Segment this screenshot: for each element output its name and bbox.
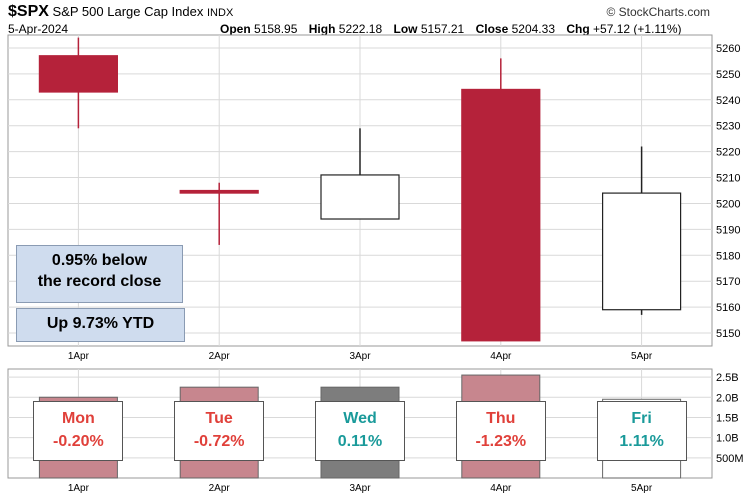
candle-body [179,189,259,194]
price-tick-label: 5150 [716,328,740,340]
day-change-box: Thu -1.23% [455,401,546,461]
day-change-value: 0.11% [337,433,383,450]
date-label: 5-Apr-2024 [8,22,69,36]
x-tick-label: 1Apr [68,483,90,494]
price-tick-label: 5160 [716,302,740,314]
x-tick-label: 2Apr [209,351,231,362]
price-tick-label: 5250 [716,69,740,81]
ohlc-readout: Open 5158.95 High 5222.18 Low 5157.21 Cl… [212,22,682,36]
day-change-box: Tue -0.72% [174,401,265,461]
record-close-line2: the record close [37,273,162,290]
price-tick-label: 5170 [716,276,740,288]
day-label: Fri [631,410,652,427]
price-tick-label: 5230 [716,121,740,133]
high-label: High [308,22,336,36]
day-change-box: Mon -0.20% [33,401,124,461]
ytd-text: Up 9.73% YTD [46,315,155,332]
low-value: 5157.21 [420,22,465,36]
x-tick-label: 4Apr [490,483,512,494]
volume-tick-label: 2.5B [716,372,739,384]
chg-label: Chg [566,22,590,36]
day-change-value: -0.72% [193,433,245,450]
candle-body [601,192,682,311]
x-tick-label: 1Apr [68,351,90,362]
x-tick-label: 5Apr [631,351,653,362]
price-tick-label: 5190 [716,224,740,236]
day-label: Wed [343,410,377,427]
symbol: $SPX [8,3,49,20]
candle-body [461,88,541,342]
index-name: S&P 500 Large Cap Index [52,4,204,19]
close-label: Close [475,22,509,36]
exchange: INDX [207,7,234,19]
day-change-box: Fri 1.11% [596,401,687,461]
price-panel: 5150 5160 5170 5180 5190 5200 5210 5220 5230 5240… [7,34,740,362]
price-tick-label: 5180 [716,250,740,262]
brand-label: © StockCharts.com [606,5,710,19]
high-value: 5222.18 [338,22,383,36]
price-tick-label: 5210 [716,173,740,185]
record-close-note: 0.95% below the record close [16,245,183,303]
x-tick-label: 2Apr [209,483,231,494]
x-tick-label: 3Apr [349,351,371,362]
day-label: Mon [61,410,95,427]
day-change-box: Wed 0.11% [315,401,405,461]
volume-tick-label: 500M [716,453,744,465]
close-value: 5204.33 [511,22,555,36]
day-change-value: 1.11% [619,433,664,450]
price-tick-label: 5200 [716,198,740,210]
open-label: Open [220,22,251,36]
volume-tick-label: 1.5B [716,412,739,424]
x-tick-label: 3Apr [349,483,371,494]
day-label: Thu [486,410,516,427]
volume-tick-label: 1.0B [716,433,739,445]
x-tick-label: 4Apr [490,351,512,362]
record-close-line1: 0.95% below [51,252,148,269]
low-label: Low [393,22,418,36]
ytd-note: Up 9.73% YTD [16,308,185,342]
price-tick-label: 5260 [716,43,740,55]
candle-body [38,55,119,93]
x-tick-label: 5Apr [631,483,653,494]
price-tick-label: 5220 [716,147,740,159]
day-label: Tue [205,410,233,427]
chart-title: $SPX S&P 500 Large Cap Index INDX [8,3,233,21]
candle-body [320,174,400,220]
volume-tick-label: 2.0B [716,392,739,404]
open-value: 5158.95 [254,22,298,36]
chg-value: +57.12 (+1.11%) [593,22,682,36]
day-change-value: -0.20% [53,433,104,450]
price-tick-label: 5240 [716,95,740,107]
day-change-value: -1.23% [475,433,527,450]
